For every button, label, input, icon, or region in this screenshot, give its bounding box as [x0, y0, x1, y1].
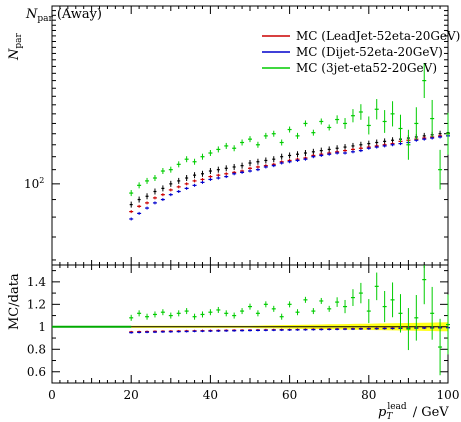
x-tick-label: 100	[437, 388, 460, 402]
x-tick-label: 80	[361, 388, 376, 402]
ratio-y-tick-label: 1.4	[27, 275, 46, 289]
ratio-y-tick-label: 0.6	[27, 365, 46, 379]
ratio-y-tick-label: 1.2	[27, 297, 46, 311]
x-tick-label: 40	[203, 388, 218, 402]
ratio-y-axis-label: MC/data	[7, 273, 22, 330]
chart-title: Npar (Away)	[25, 7, 102, 24]
legend: MC (LeadJet-52eta-20GeV) MC (Dijet-52eta-…	[262, 29, 460, 75]
y-tick-label: 102	[24, 176, 44, 191]
ratio-panel: 0 20 40 60 80 100 0.6 0.8 1 1.2 1.4	[27, 264, 460, 402]
y-axis-label: Npar	[7, 32, 24, 61]
x-tick-label: 0	[48, 388, 56, 402]
ratio-y-tick-label: 1	[38, 320, 46, 334]
main-panel	[51, 5, 450, 266]
x-tick-label: 20	[124, 388, 139, 402]
legend-entry: MC (3jet-eta52-20GeV)	[296, 61, 437, 75]
x-axis-label: pTlead / GeV	[378, 402, 449, 422]
legend-entry: MC (Dijet-52eta-20GeV)	[296, 45, 443, 59]
legend-entry: MC (LeadJet-52eta-20GeV)	[296, 29, 460, 43]
x-tick-label: 60	[282, 388, 297, 402]
ratio-y-tick-label: 0.8	[27, 342, 46, 356]
